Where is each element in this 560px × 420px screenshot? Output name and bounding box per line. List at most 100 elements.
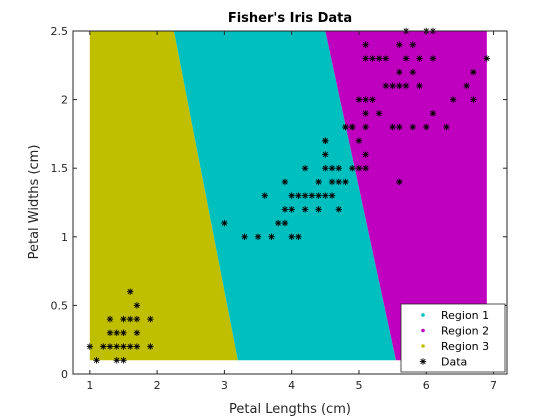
x-tick-label: 4 <box>288 379 295 392</box>
data-point <box>335 178 342 186</box>
data-point <box>389 82 396 90</box>
data-point <box>362 110 369 117</box>
x-tick-label: 6 <box>423 379 430 392</box>
data-point <box>93 357 100 364</box>
data-point <box>362 164 369 172</box>
data-point <box>120 343 127 350</box>
data-point <box>100 343 107 350</box>
data-point <box>106 315 114 323</box>
x-tick-label: 5 <box>355 379 362 392</box>
data-point <box>335 164 342 172</box>
data-point <box>147 343 154 350</box>
x-tick-label: 7 <box>490 379 497 392</box>
data-point <box>126 315 134 323</box>
legend-label: Region 3 <box>441 340 489 353</box>
data-point <box>275 219 282 227</box>
data-point <box>416 55 423 62</box>
data-point <box>133 302 141 309</box>
data-point <box>483 55 491 62</box>
data-point <box>342 178 349 186</box>
data-point <box>126 343 134 350</box>
data-point <box>362 123 369 131</box>
data-point <box>322 137 329 144</box>
data-point <box>288 233 295 241</box>
data-point <box>375 110 383 117</box>
data-point <box>106 329 114 337</box>
y-tick-label: 1.5 <box>51 162 69 175</box>
data-point <box>396 178 403 186</box>
data-point <box>362 41 369 48</box>
data-point <box>133 315 141 323</box>
data-point <box>221 219 228 227</box>
data-point <box>301 192 309 199</box>
data-point <box>322 164 329 172</box>
x-axis-label: Petal Lengths (cm) <box>229 402 351 417</box>
data-point <box>288 192 295 199</box>
legend-marker <box>421 344 425 348</box>
data-point <box>281 178 289 186</box>
data-point <box>396 68 403 76</box>
data-point <box>268 233 275 241</box>
data-point <box>382 82 390 90</box>
legend-marker-data <box>419 358 427 365</box>
data-point <box>288 206 295 213</box>
x-tick-label: 2 <box>154 379 161 392</box>
data-point <box>322 151 329 158</box>
axis-ticks: 1 2 3 4 5 6 7 0 0.5 1 1.5 2 2.5 <box>51 25 507 392</box>
data-point <box>362 151 369 158</box>
y-tick-label: 0.5 <box>51 299 69 312</box>
data-point <box>355 96 363 103</box>
data-points <box>86 27 491 364</box>
data-point <box>315 192 322 199</box>
data-point <box>241 233 248 241</box>
data-point <box>349 123 356 131</box>
legend-label: Data <box>441 356 467 369</box>
data-point <box>470 96 477 103</box>
y-tick-label: 2 <box>61 94 68 107</box>
data-point <box>113 343 120 350</box>
data-point <box>355 164 363 172</box>
data-point <box>301 164 309 172</box>
data-point <box>416 82 423 90</box>
data-point <box>349 164 356 172</box>
data-point <box>120 357 127 364</box>
legend: Region 1 Region 2 Region 3 Data <box>400 303 506 373</box>
data-point <box>342 123 349 131</box>
data-point <box>113 357 120 364</box>
data-point <box>120 315 127 323</box>
data-point <box>106 343 114 350</box>
data-point <box>382 55 390 62</box>
data-point <box>369 96 376 103</box>
data-point <box>409 68 416 76</box>
data-point <box>449 96 457 103</box>
y-tick-label: 0 <box>61 368 68 381</box>
data-point <box>113 329 120 337</box>
data-point <box>254 233 262 241</box>
data-point <box>133 329 141 337</box>
data-point <box>429 110 437 117</box>
data-point <box>315 206 322 213</box>
data-point <box>328 178 336 186</box>
data-point <box>402 55 410 62</box>
y-axis-label: Petal Widths (cm) <box>27 145 42 260</box>
data-point <box>409 41 416 48</box>
x-tick-label: 3 <box>221 379 228 392</box>
data-point <box>147 315 154 323</box>
data-point <box>409 123 416 131</box>
chart-title: Fisher's Iris Data <box>228 11 352 26</box>
data-point <box>86 343 94 350</box>
y-tick-label: 2.5 <box>51 25 69 38</box>
data-point <box>355 137 363 144</box>
decision-regions <box>89 31 487 361</box>
data-point <box>328 164 336 172</box>
data-point <box>261 192 268 199</box>
legend-label: Region 2 <box>441 325 489 338</box>
data-point <box>315 178 322 186</box>
data-point <box>281 219 289 227</box>
data-point <box>402 82 410 90</box>
data-point <box>322 192 329 199</box>
data-point <box>281 206 289 213</box>
data-point <box>301 206 309 213</box>
data-point <box>369 55 376 62</box>
